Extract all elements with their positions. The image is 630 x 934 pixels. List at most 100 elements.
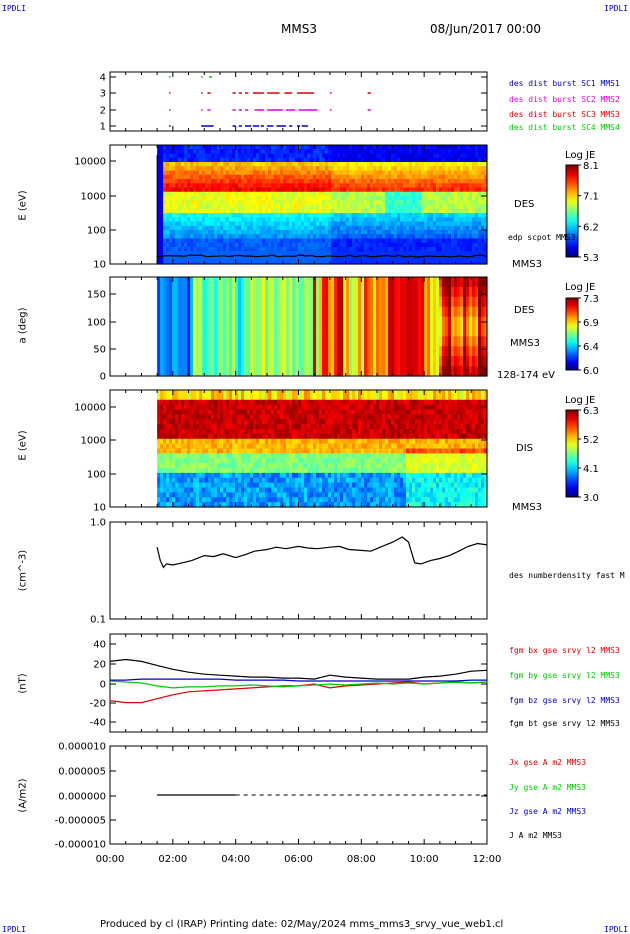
dis-energy-mms-label: MMS3 (512, 502, 542, 513)
density-series-line (156, 536, 488, 569)
des-energy-ytick-label: 100 (87, 226, 106, 237)
x-tick-label: 06:00 (284, 854, 313, 865)
dis-energy-colorbar-tick: 4.1 (583, 464, 599, 475)
dis-energy-colorbar-tick: 6.3 (583, 406, 599, 417)
density-frame (109, 521, 488, 620)
legend-jy: Jy gse A m2 MMS3 (509, 783, 587, 792)
page-title: MMS3 (281, 22, 317, 36)
legend-bt: fgm bt gse srvy l2 MMS3 (509, 719, 620, 728)
des-pitch-ytick-label: 50 (93, 345, 106, 356)
des-energy-ytick-label: 1000 (81, 192, 106, 203)
dis-energy-cb-label: Log JE (565, 395, 596, 406)
burst-ytick-label: 4 (100, 73, 106, 84)
magnetic-ytick-label: 0 (100, 680, 106, 691)
magnetic-series-line (109, 680, 488, 689)
corner-label-left: IPDLI (2, 4, 27, 13)
des-pitch-mms-label: MMS3 (510, 338, 540, 349)
magnetic-ylabel: (nT) (17, 673, 29, 694)
dis-energy-colorbar-tick: 3.0 (583, 493, 599, 504)
x-tick-label: 08:00 (347, 854, 376, 865)
legend-burst-sc4: des dist burst SC4 MMS4 (509, 123, 620, 132)
legend-burst-sc2: des dist burst SC2 MMS2 (509, 95, 620, 104)
des-pitch-energy-label: 128-174 eV (497, 370, 555, 381)
x-tick-label: 00:00 (96, 854, 125, 865)
dis-energy-ytick-label: 10000 (74, 403, 106, 414)
footer-corner-left: IPDLI (2, 925, 27, 934)
des-energy-ytick-label: 10 (93, 260, 106, 271)
legend-bz: fgm bz gse srvy l2 MMS3 (509, 696, 620, 705)
x-tick-label: 02:00 (158, 854, 187, 865)
burst-ytick-label: 1 (100, 122, 106, 133)
density-ytick-label: 0.1 (90, 615, 106, 626)
footer-corner-right: IPDLI (604, 925, 629, 934)
des-pitch-colorbar-tick: 6.9 (583, 318, 599, 329)
des-pitch-cb-label: Log JE (565, 282, 596, 293)
current-ytick-label: -0.000005 (55, 816, 106, 827)
magnetic-ytick-label: 40 (93, 640, 106, 651)
legend-burst-sc3: des dist burst SC3 MMS3 (509, 110, 620, 119)
magnetic-series-line (109, 681, 488, 704)
plot-datetime: 08/Jun/2017 00:00 (430, 22, 542, 36)
magnetic-ytick-label: -20 (90, 699, 106, 710)
x-tick-label: 10:00 (410, 854, 439, 865)
legend-by: fgm by gse srvy l2 MMS3 (509, 671, 620, 680)
magnetic-series-line (109, 658, 488, 680)
des-energy-colorbar (565, 164, 579, 258)
dis-energy-ytick-label: 100 (87, 470, 106, 481)
footer-text: Produced by cl (IRAP) Printing date: 02/… (100, 919, 504, 930)
legend-density: des numberdensity fast M (509, 571, 625, 580)
current-ytick-label: 0.000005 (58, 767, 106, 778)
magnetic-ytick-label: -40 (90, 718, 106, 729)
des-energy-colorbar-tick: 5.3 (583, 253, 599, 264)
des-energy-ytick-label: 10000 (74, 157, 106, 168)
des-pitch-heatmap (157, 277, 488, 377)
des-energy-heatmap (157, 145, 488, 265)
dis-energy-colorbar (565, 409, 579, 498)
dis-energy-ytick-label: 1000 (81, 436, 106, 447)
burst-ytick-label: 2 (100, 106, 106, 117)
des-energy-overlay-label: edp scpot MMS3 (508, 233, 576, 242)
des-energy-colorbar-tick: 6.2 (583, 222, 599, 233)
current-ytick-label: 0.000000 (58, 792, 106, 803)
scpot-line (156, 254, 488, 258)
magnetic-frame (109, 633, 488, 733)
des-pitch-colorbar-tick: 6.0 (583, 366, 599, 377)
magnetic-series-line (110, 678, 487, 682)
dis-energy-heatmap (157, 390, 488, 508)
legend-bx: fgm bx gse srvy l2 MMS3 (509, 646, 620, 655)
density-ytick-label: 1.0 (90, 518, 106, 529)
density-ylabel: (cm^-3) (17, 549, 29, 592)
des-pitch-ytick-label: 0 (100, 372, 106, 383)
legend-jz: Jz gse A m2 MMS3 (509, 807, 587, 816)
des-pitch-ytick-label: 100 (87, 318, 106, 329)
current-ytick-label: 0.000010 (58, 742, 106, 753)
dis-energy-ytick-label: 10 (93, 503, 106, 514)
des-energy-ylabel: E (eV) (17, 190, 29, 221)
des-pitch-ylabel: a (deg) (17, 307, 29, 344)
x-tick-label: 04:00 (221, 854, 250, 865)
des-energy-side-label: DES (514, 199, 535, 210)
dis-energy-colorbar-tick: 5.2 (583, 435, 599, 446)
burst-frame (109, 71, 488, 132)
x-tick-label: 12:00 (473, 854, 502, 865)
legend-j: J A m2 MMS3 (509, 831, 562, 840)
current-ytick-label: -0.000010 (55, 840, 106, 851)
des-energy-mms-label: MMS3 (512, 259, 542, 270)
current-ylabel: (A/m2) (17, 778, 29, 813)
des-energy-cb-label: Log JE (565, 150, 596, 161)
des-pitch-colorbar-tick: 6.4 (583, 342, 599, 353)
corner-label-right: IPDLI (604, 4, 629, 13)
magnetic-ytick-label: 20 (93, 660, 106, 671)
des-energy-colorbar-tick: 8.1 (583, 161, 599, 172)
dis-energy-side-label: DIS (516, 443, 533, 454)
des-pitch-ytick-label: 150 (87, 290, 106, 301)
dis-energy-ylabel: E (eV) (17, 430, 29, 461)
burst-ytick-label: 3 (100, 89, 106, 100)
des-pitch-colorbar-tick: 7.3 (583, 294, 599, 305)
legend-jx: Jx gse A m2 MMS3 (509, 758, 587, 767)
legend-burst-sc1: des dist burst SC1 MMS1 (509, 79, 620, 88)
des-pitch-colorbar (565, 297, 579, 371)
des-pitch-side-label: DES (514, 305, 535, 316)
des-energy-colorbar-tick: 7.1 (583, 192, 599, 203)
